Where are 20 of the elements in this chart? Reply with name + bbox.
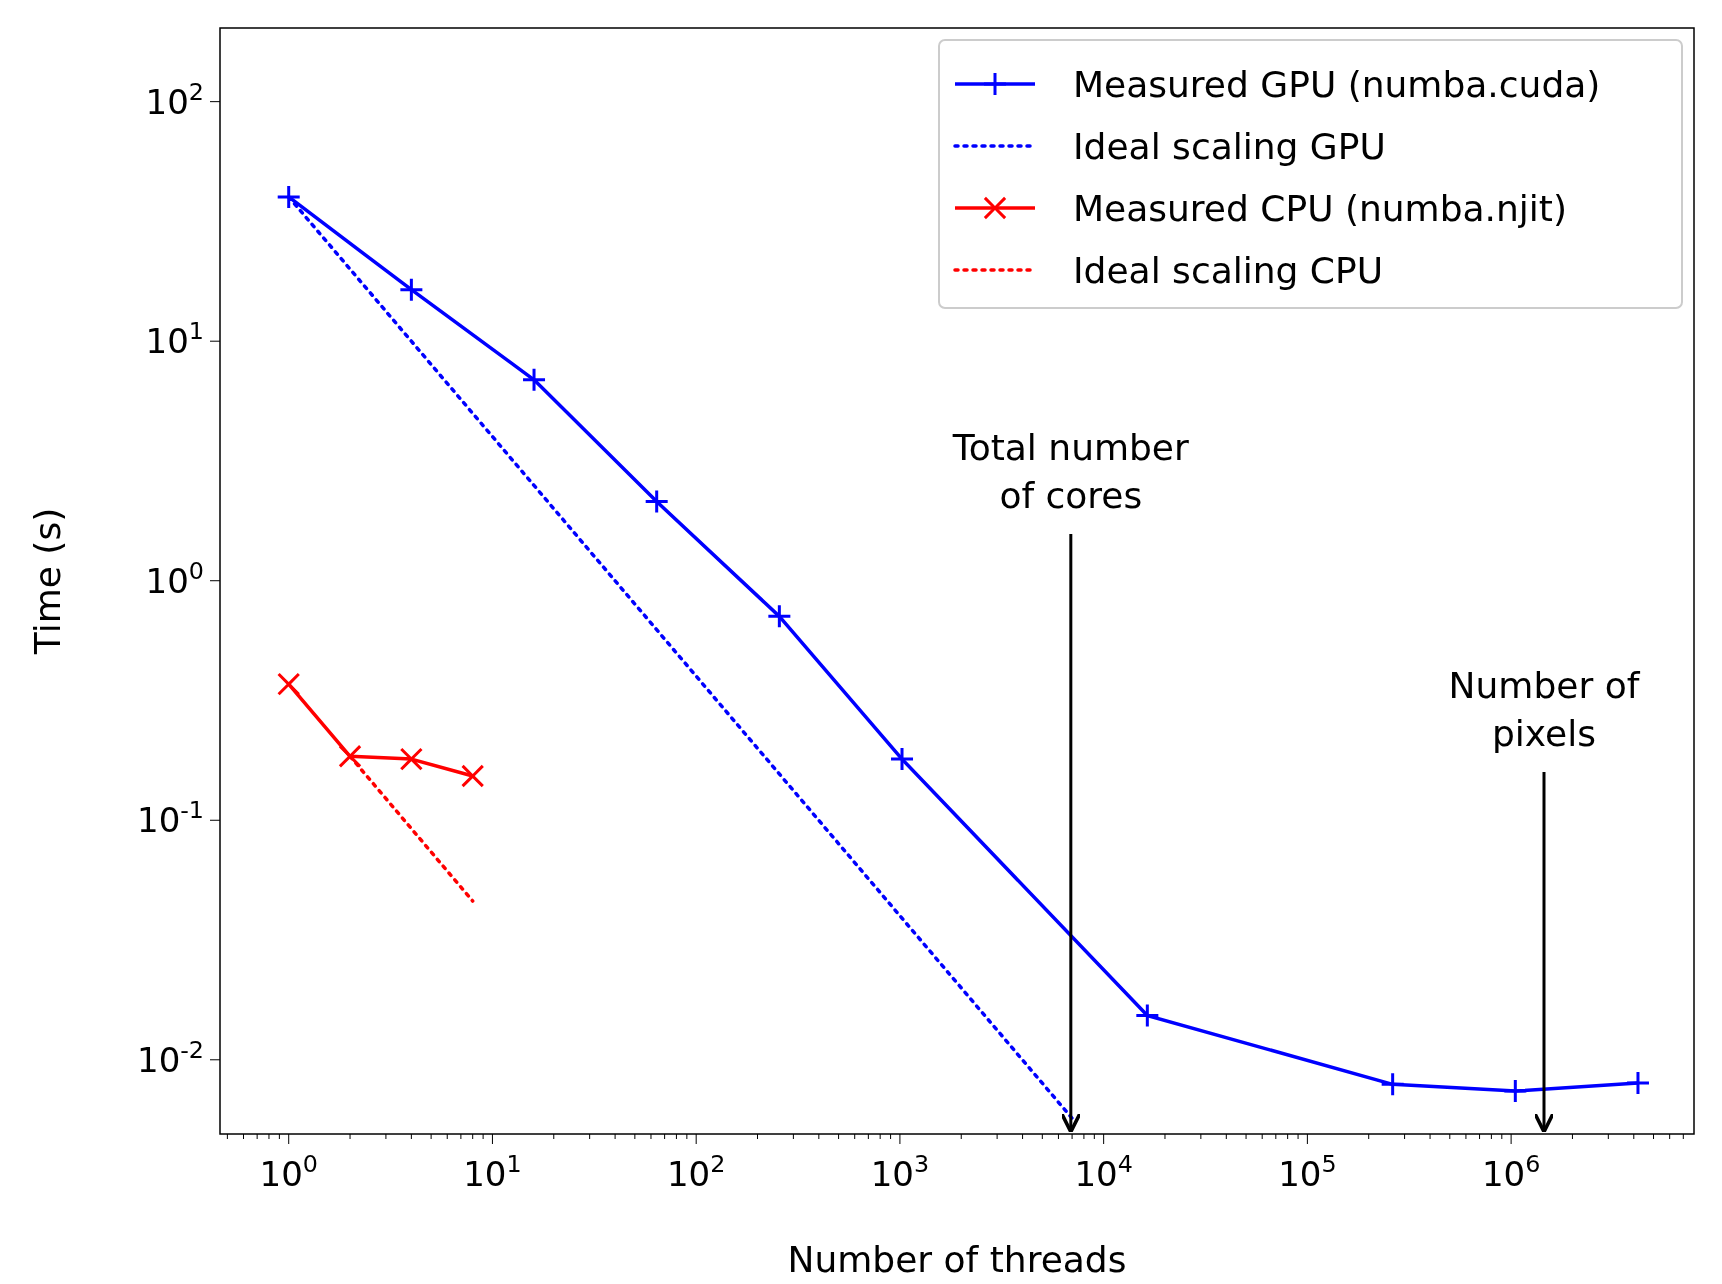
x-axis-title: Number of threads xyxy=(787,1239,1127,1280)
x-tick-label: 10$^{0}$ xyxy=(259,1150,318,1194)
y-tick-label: 10$^{-2}$ xyxy=(137,1035,204,1080)
y-tick-label: 10$^{2}$ xyxy=(145,77,204,122)
x-tick-label: 10$^{2}$ xyxy=(666,1150,726,1194)
y-tick-label: 10$^{1}$ xyxy=(145,317,204,362)
legend-label: Measured CPU (numba.njit) xyxy=(1073,188,1568,229)
legend-label: Ideal scaling GPU xyxy=(1073,126,1386,167)
ref-line-label: Total number of cores xyxy=(951,427,1190,516)
x-tick-label: 10$^{6}$ xyxy=(1481,1150,1541,1194)
y-tick-label: 10$^{-1}$ xyxy=(137,796,204,841)
legend-label: Ideal scaling CPU xyxy=(1073,250,1384,291)
ref-line-label: Number of pixels xyxy=(1448,665,1641,754)
legend-label: Measured GPU (numba.cuda) xyxy=(1073,64,1601,105)
x-tick-label: 10$^{5}$ xyxy=(1278,1150,1337,1194)
x-tick-label: 10$^{4}$ xyxy=(1074,1150,1133,1194)
y-tick-label: 10$^{0}$ xyxy=(145,556,204,601)
x-tick-label: 10$^{1}$ xyxy=(463,1150,522,1194)
y-axis-title: Time (s) xyxy=(27,507,68,656)
x-tick-label: 10$^{3}$ xyxy=(870,1150,930,1194)
